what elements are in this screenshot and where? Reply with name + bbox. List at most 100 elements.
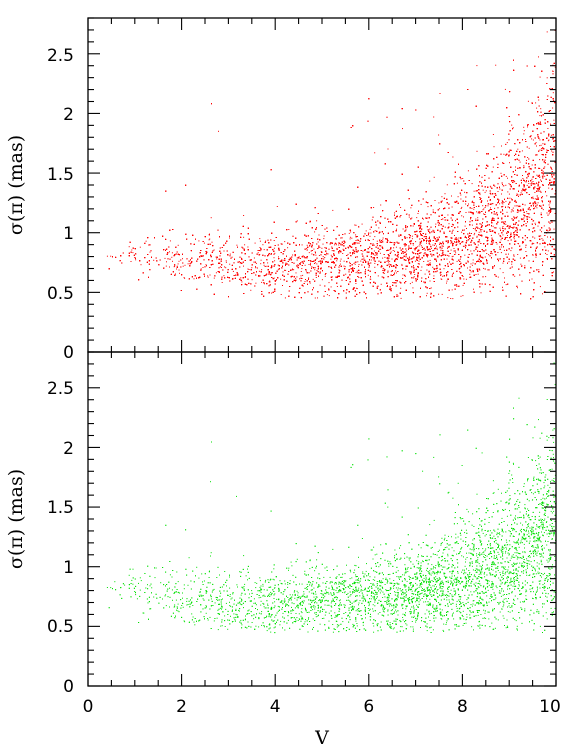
scatter-point — [213, 249, 215, 251]
scatter-point — [405, 213, 407, 215]
scatter-point — [250, 289, 252, 291]
scatter-point — [313, 248, 315, 250]
scatter-point — [478, 231, 480, 233]
scatter-point — [439, 243, 440, 245]
scatter-point — [460, 198, 462, 200]
scatter-point — [314, 267, 316, 269]
scatter-point — [183, 277, 185, 279]
scatter-point — [184, 277, 186, 279]
scatter-point — [376, 240, 378, 242]
scatter-point — [464, 244, 466, 246]
scatter-point — [450, 298, 452, 299]
scatter-point — [452, 298, 454, 300]
scatter-point — [540, 179, 541, 181]
scatter-point — [382, 237, 384, 239]
scatter-point — [395, 246, 397, 248]
scatter-point — [468, 257, 470, 258]
scatter-point — [427, 254, 429, 256]
scatter-point — [285, 262, 287, 264]
scatter-point — [541, 231, 542, 233]
scatter-point — [471, 264, 473, 266]
scatter-point — [540, 108, 542, 110]
scatter-point — [380, 248, 382, 250]
scatter-point — [408, 258, 410, 260]
scatter-point — [528, 172, 530, 174]
scatter-point — [284, 269, 285, 271]
scatter-point — [553, 119, 555, 121]
scatter-point — [508, 261, 510, 263]
scatter-point — [527, 100, 529, 102]
scatter-point — [381, 265, 383, 267]
scatter-point — [487, 224, 488, 226]
scatter-point — [247, 246, 249, 248]
scatter-point — [320, 260, 322, 262]
scatter-point — [362, 250, 364, 252]
scatter-point — [550, 146, 551, 147]
scatter-point — [428, 249, 430, 250]
scatter-point — [502, 210, 504, 212]
scatter-point — [280, 243, 282, 245]
scatter-point — [546, 77, 548, 79]
scatter-point — [367, 274, 369, 276]
scatter-point — [497, 252, 499, 253]
scatter-point — [532, 227, 534, 229]
scatter-point — [411, 235, 413, 237]
scatter-point — [386, 261, 388, 262]
scatter-point — [284, 241, 286, 243]
scatter-point — [326, 252, 327, 254]
scatter-point — [280, 294, 282, 295]
scatter-point — [278, 256, 279, 258]
scatter-point — [308, 242, 310, 244]
scatter-point — [490, 199, 491, 200]
scatter-point — [221, 282, 223, 283]
scatter-point — [321, 247, 323, 249]
scatter-point — [508, 193, 510, 195]
scatter-point — [542, 185, 544, 186]
scatter-point — [366, 261, 368, 263]
scatter-point — [300, 262, 302, 264]
scatter-point — [305, 270, 307, 272]
scatter-point — [255, 282, 257, 284]
scatter-point — [340, 258, 342, 260]
scatter-point — [487, 238, 488, 239]
scatter-point — [334, 244, 336, 246]
scatter-point — [421, 266, 423, 268]
scatter-point — [410, 207, 412, 209]
scatter-point — [507, 177, 508, 179]
scatter-point — [465, 203, 467, 205]
scatter-point — [428, 243, 430, 245]
scatter-point — [292, 254, 294, 256]
scatter-point — [350, 231, 352, 233]
scatter-point — [549, 228, 551, 230]
scatter-point — [353, 270, 355, 271]
scatter-point — [552, 92, 554, 94]
scatter-point — [308, 277, 310, 279]
scatter-point — [273, 240, 275, 241]
scatter-point — [376, 245, 378, 247]
scatter-point — [377, 275, 379, 277]
scatter-point — [339, 263, 341, 265]
scatter-point — [546, 31, 548, 33]
scatter-point — [542, 209, 544, 211]
scatter-point — [229, 263, 231, 265]
scatter-point — [543, 225, 545, 227]
scatter-point — [460, 208, 462, 209]
scatter-point — [319, 246, 321, 248]
scatter-point — [531, 138, 533, 140]
scatter-point — [349, 261, 351, 263]
scatter-point — [438, 208, 440, 210]
scatter-point — [506, 211, 508, 213]
scatter-point — [225, 267, 227, 269]
scatter-point — [448, 223, 450, 225]
scatter-point — [469, 269, 471, 271]
scatter-point — [442, 245, 444, 247]
scatter-point — [320, 251, 322, 253]
scatter-point — [515, 166, 516, 168]
scatter-point — [503, 222, 504, 224]
scatter-point — [505, 144, 507, 145]
scatter-point — [255, 262, 257, 264]
scatter-point — [262, 244, 264, 246]
scatter-point — [538, 269, 540, 271]
scatter-point — [473, 190, 475, 192]
scatter-point — [426, 269, 428, 271]
